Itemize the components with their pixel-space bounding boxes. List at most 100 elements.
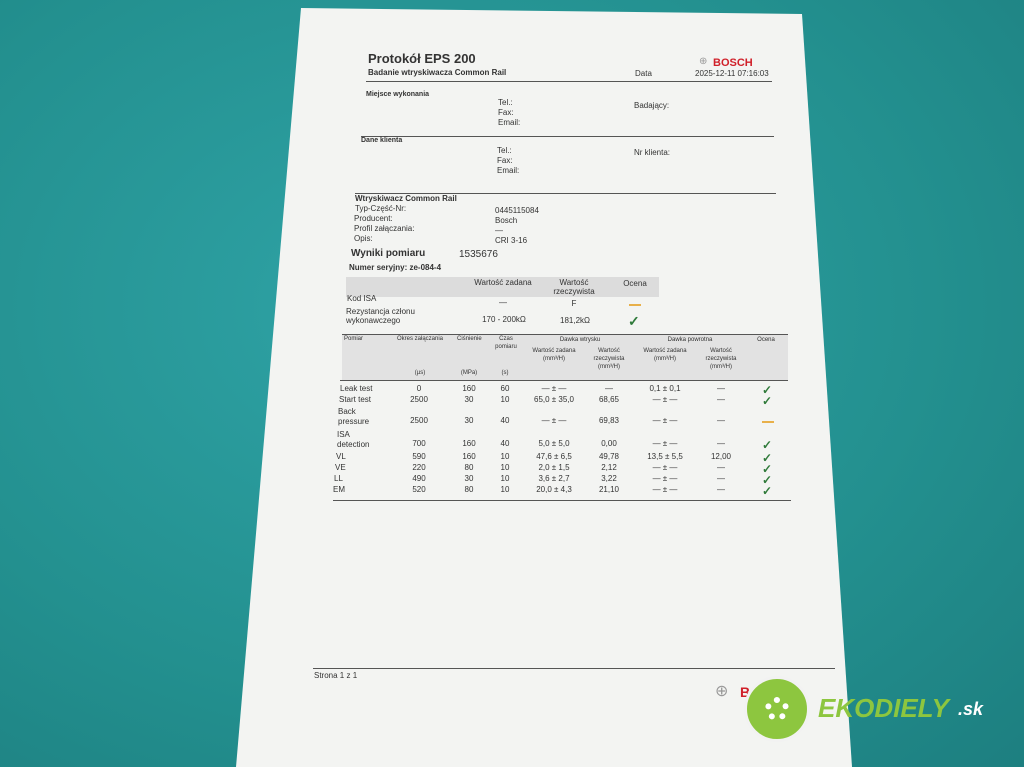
cell-name: LL [334,474,343,483]
place-fax: Fax: [498,108,514,117]
col-header: Dawka powrotna [667,337,713,343]
serial-number: Numer seryjny: ze-084-4 [349,263,442,272]
watermark-text: EKODIELY [818,693,949,723]
table-header-bg [346,277,659,297]
cell-inj_set: 47,6 ± 6,5 [536,452,572,461]
client-number-label: Nr klienta: [634,148,671,157]
field-value: Bosch [495,216,518,225]
warning-mark-icon [762,421,774,423]
table-header-bg [342,334,788,380]
cell: — [499,298,507,307]
col-header: Ocena [623,279,647,288]
cell-cis: 80 [464,463,474,472]
date-value: 2025-12-11 07:16:03 [695,69,769,78]
place-tel: Tel.: [498,98,513,107]
doc-title: Protokół EPS 200 [368,51,476,66]
client-fax: Fax: [497,156,513,165]
cell-okres: 2500 [410,416,428,425]
cell-cis: 30 [464,395,474,404]
cell-okres: 590 [412,452,426,461]
cell-ret_set: — ± — [652,485,678,494]
check-icon: ✓ [628,313,640,329]
date-label: Data [635,69,652,78]
cell-ret_act: — [717,474,725,483]
col-header: Wartość zadana (mm³/H) [532,348,576,362]
unit-label: (s) [501,370,509,376]
cell-ret_set: — ± — [652,416,678,425]
divider [366,81,772,82]
cell-okres: 520 [412,485,426,494]
cell: F [571,299,577,308]
tester-label: Badający: [634,101,670,110]
cell-cis: 160 [462,439,476,448]
check-icon: ✓ [762,451,773,465]
cell-ret_act: — [717,384,725,393]
cell-ret_act: — [717,395,725,404]
col-header: Wartość rzeczywista (mm³/H) [705,348,737,370]
cell-inj_act: 49,78 [598,452,620,461]
client-label: Dane klienta [361,137,403,144]
col-header: Dawka wtrysku [559,337,601,343]
cell-ret_act: — [717,416,725,425]
client-tel: Tel.: [497,146,512,155]
cell-cis: 30 [464,416,474,425]
bosch-logo-icon: ⊕ [699,56,708,67]
cell-ret_set: 0,1 ± 0,1 [649,384,681,393]
cell-czas: 60 [500,384,510,393]
cell-okres: 220 [412,463,426,472]
cell-name: EM [333,485,345,494]
field-value: — [495,226,503,235]
cell-inj_set: — ± — [541,384,567,393]
cell-czas: 10 [500,485,510,494]
cell-inj_set: 3,6 ± 2,7 [538,474,570,483]
doc-subtitle: Badanie wtryskiwacza Common Rail [368,68,507,77]
cell-inj_set: 2,0 ± 1,5 [538,463,570,472]
cell-inj_act: 3,22 [601,474,617,483]
cell-ret_set: — ± — [652,474,678,483]
cell-cis: 160 [462,384,476,393]
field-key: Producent: [354,214,393,223]
cell-inj_act: 21,10 [598,485,620,494]
col-header: Okres załączania [397,336,444,342]
cell-name: VL [336,452,346,461]
cell-inj_act: 0,00 [601,439,617,448]
results-id: 1535676 [459,249,498,260]
cell-czas: 40 [500,439,510,448]
field-key: Typ-Część-Nr: [355,204,407,213]
watermark-suffix: .sk [958,699,984,719]
unit-label: (MPa) [460,370,478,376]
col-header: Wartość rzeczywista (mm³/H) [593,348,625,370]
cell-inj_act: — [605,384,613,393]
divider [355,193,776,194]
cell-okres: 700 [412,439,426,448]
cell-ret_act: — [717,439,725,448]
cell-okres: 0 [416,384,422,393]
col-header: Pomiar [344,336,364,342]
col-header: Ocena [757,337,775,343]
check-icon: ✓ [762,462,773,476]
cell-cis: 30 [464,474,474,483]
cell-cis: 80 [464,485,474,494]
cell-inj_set: 20,0 ± 4,3 [536,485,572,494]
cell-czas: 40 [500,416,510,425]
cell-inj_set: 65,0 ± 35,0 [534,395,574,404]
cell-czas: 10 [500,395,510,404]
client-email: Email: [497,166,520,175]
divider [313,668,835,669]
cell-czas: 10 [500,452,510,461]
cell-ret_set: — ± — [652,463,678,472]
row-name: Rezystancja członu wykonawczego [346,307,415,325]
cell-inj_set: — ± — [541,416,567,425]
col-header: Wartość zadana [474,278,532,287]
cell-okres: 490 [412,474,426,483]
cell-cis: 160 [462,452,476,461]
check-icon: ✓ [762,438,773,452]
place-email: Email: [498,118,521,127]
cell-inj_act: 69,83 [598,416,620,425]
col-header: Ciśnienie [457,336,482,342]
field-value: CRI 3-16 [495,236,528,245]
cell-ret_act: 12,00 [710,452,732,461]
check-icon: ✓ [762,383,773,397]
place-label: Miejsce wykonania [366,91,430,98]
bosch-logo-icon: ⊕ [715,683,729,700]
